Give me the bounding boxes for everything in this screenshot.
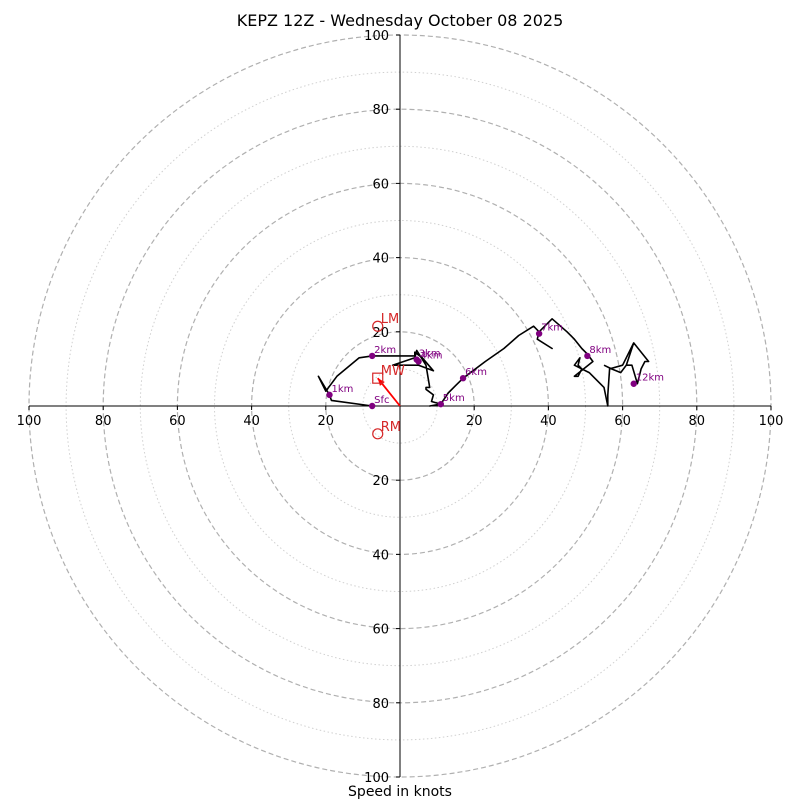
y-tick-label: 60 <box>372 177 389 192</box>
height-marker-5km <box>437 400 445 408</box>
storm-motion-label-MW: MW <box>381 364 405 379</box>
y-tick-label: 20 <box>372 474 389 489</box>
y-tick-label: 40 <box>372 252 389 267</box>
x-tick-label: 40 <box>243 414 260 429</box>
height-marker-label-1km: 1km <box>332 384 354 395</box>
height-marker-label-7km: 7km <box>541 323 563 334</box>
height-marker-label-4km: 4km <box>421 350 443 361</box>
axes: 100 80 60 40 20 20 40 60 80 100 100 80 60 40 20 20 40 60 8… <box>17 29 784 786</box>
height-marker-4km <box>415 358 422 365</box>
height-marker-7km <box>535 330 543 337</box>
x-axis-label: Speed in knots <box>348 784 452 800</box>
height-marker-label-5km: 5km <box>443 393 465 404</box>
storm-motion-label-LM: LM <box>381 312 399 327</box>
wind-trace <box>317 317 650 407</box>
storm-motion-markers: LM MW RM <box>372 312 405 440</box>
storm-motion-label-RM: RM <box>381 420 401 435</box>
x-tick-label: 100 <box>17 414 42 429</box>
height-marker-label-2km: 2km <box>374 345 396 356</box>
height-marker-label-6km: 6km <box>465 367 487 378</box>
x-tick-label: 60 <box>614 414 631 429</box>
height-marker-2km <box>368 352 376 360</box>
height-marker-label-8km: 8km <box>589 345 611 356</box>
height-marker-label-Sfc: Sfc <box>374 395 389 406</box>
x-tick-label: 60 <box>169 414 186 429</box>
height-marker-label-3km: 3km <box>419 349 441 360</box>
x-tick-label: 40 <box>540 414 557 429</box>
x-tick-label: 20 <box>466 414 483 429</box>
height-marker-Sfc <box>368 402 376 410</box>
shear-vector-arrowhead <box>377 378 385 386</box>
x-tick-label: 80 <box>95 414 112 429</box>
height-marker-8km <box>584 352 591 360</box>
height-marker-12km <box>630 380 637 387</box>
storm-motion-LM <box>372 320 384 332</box>
y-tick-label: 40 <box>372 548 389 563</box>
y-tick-label: 80 <box>372 697 389 712</box>
y-tick-label: 20 <box>372 326 389 341</box>
storm-motion-MW <box>372 372 384 384</box>
y-tick-label: 100 <box>364 771 389 786</box>
wind-trace-line <box>317 317 650 407</box>
height-marker-label-12km: 12km <box>636 373 664 384</box>
chart-title: KEPZ 12Z - Wednesday October 08 2025 <box>237 11 564 30</box>
x-tick-label: 80 <box>689 414 706 429</box>
storm-motion-RM <box>372 428 384 440</box>
y-tick-label: 100 <box>364 29 389 44</box>
height-marker-6km <box>459 374 467 382</box>
x-tick-label: 100 <box>759 414 784 429</box>
height-marker-1km <box>326 391 333 399</box>
x-tick-label: 20 <box>318 414 335 429</box>
y-tick-label: 60 <box>372 623 389 638</box>
y-tick-label: 80 <box>372 103 389 118</box>
